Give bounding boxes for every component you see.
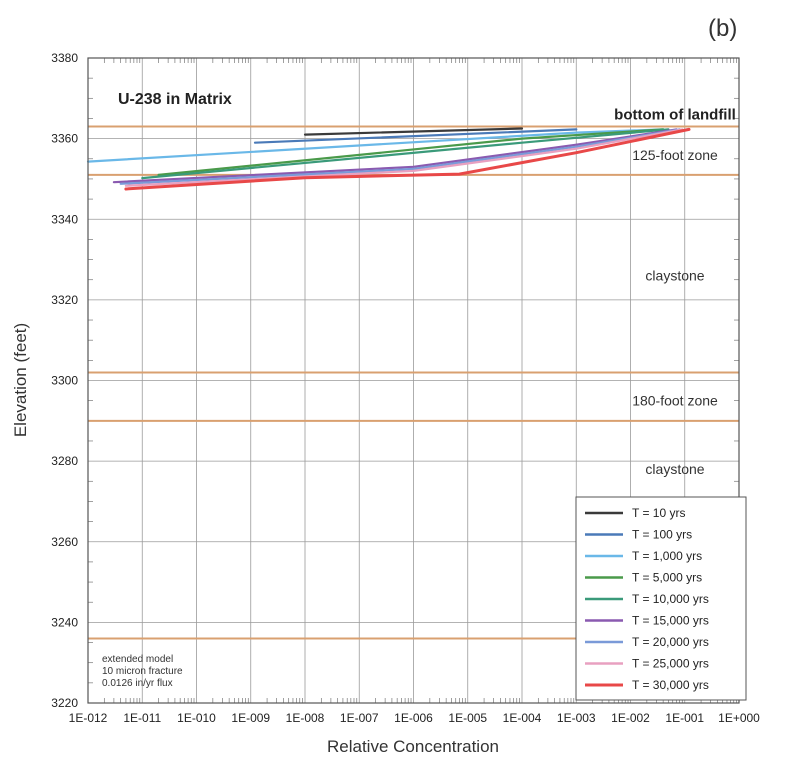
chart-title: U-238 in Matrix [118, 91, 232, 108]
x-tick-label: 1E-008 [286, 711, 325, 725]
x-tick-label: 1E-007 [340, 711, 379, 725]
x-tick-label: 1E-012 [69, 711, 108, 725]
legend-label: T = 10 yrs [632, 506, 685, 520]
y-axis-label: Elevation (feet) [11, 323, 30, 437]
y-tick-label: 3320 [51, 293, 78, 307]
y-tick-label: 3260 [51, 535, 78, 549]
x-tick-label: 1E-004 [503, 711, 542, 725]
legend-label: T = 1,000 yrs [632, 549, 702, 563]
x-tick-label: 1E-005 [448, 711, 487, 725]
zone-label: claystone [645, 461, 704, 477]
zone-label: claystone [645, 268, 704, 284]
legend-label: T = 100 yrs [632, 528, 692, 542]
x-tick-label: 1E-011 [123, 711, 161, 725]
x-tick-label: 1E-009 [231, 711, 270, 725]
note-line: 0.0126 in/yr flux [102, 678, 173, 689]
legend-label: T = 20,000 yrs [632, 635, 709, 649]
series-line [141, 128, 670, 180]
x-tick-label: 1E-003 [557, 711, 596, 725]
x-tick-label: 1E-010 [177, 711, 216, 725]
zone-label: 125-foot zone [632, 147, 718, 163]
legend-label: T = 5,000 yrs [632, 571, 702, 585]
panel-label: (b) [708, 15, 737, 42]
legend: T = 10 yrs T = 100 yrs T = 1,000 yrs T = 5,… [575, 496, 747, 701]
legend-label: T = 25,000 yrs [632, 657, 709, 671]
series-line [124, 128, 684, 187]
legend-label: T = 10,000 yrs [632, 592, 709, 606]
y-tick-label: 3380 [51, 51, 78, 65]
zone-label: bottom of landfill [614, 106, 736, 123]
series-line [303, 127, 524, 136]
zone-label: 180-foot zone [632, 393, 718, 409]
note-line: extended model [102, 654, 173, 665]
x-tick-label: 1E-001 [665, 711, 704, 725]
y-tick-label: 3300 [51, 374, 78, 388]
series-line [124, 127, 691, 191]
series-line [112, 128, 678, 184]
series-line [119, 128, 681, 185]
plot-frame [87, 57, 740, 704]
legend-label: T = 30,000 yrs [632, 678, 709, 692]
x-tick-labels: 1E-012 1E-011 1E-010 1E-009 1E-008 1E-007 1E-0… [69, 711, 761, 725]
legend-label: T = 15,000 yrs [632, 614, 709, 628]
y-tick-label: 3280 [51, 454, 78, 468]
series-line [253, 128, 578, 144]
series-line [157, 128, 665, 176]
note-line: 10 micron fracture [102, 666, 183, 677]
y-tick-labels: 3220 3240 3260 3280 3300 3320 3340 3360 3380 [51, 51, 78, 710]
x-tick-label: 1E-006 [394, 711, 433, 725]
y-tick-label: 3340 [51, 212, 78, 226]
x-tick-label: 1E-002 [611, 711, 650, 725]
y-tick-label: 3360 [51, 132, 78, 146]
series-lines [86, 127, 691, 191]
y-tick-label: 3240 [51, 615, 78, 629]
x-tick-label: 1E+000 [718, 711, 760, 725]
y-tick-label: 3220 [51, 696, 78, 710]
x-axis-label: Relative Concentration [327, 737, 499, 756]
